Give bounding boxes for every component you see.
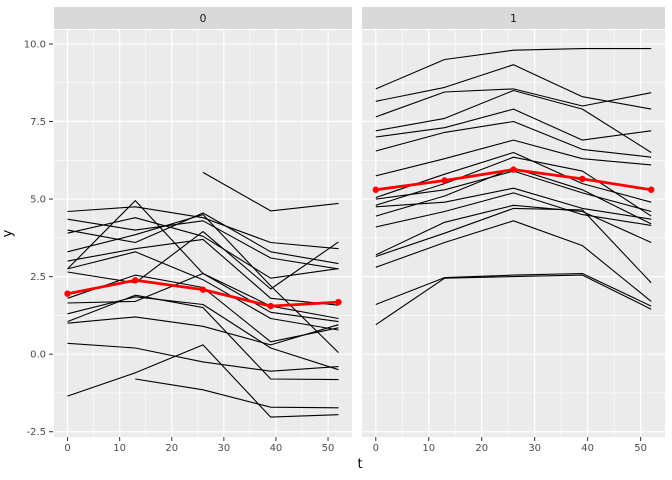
y-tick-label: 7.5 [30, 117, 46, 128]
y-tick-label: 2.5 [30, 272, 46, 283]
trajectory-line [67, 214, 339, 353]
trajectory-line [375, 274, 652, 326]
trajectory-line [67, 238, 339, 306]
facet-strip-0-label: 0 [199, 11, 207, 25]
trajectory-line [67, 342, 339, 372]
y-tick-label: 0.0 [30, 350, 46, 361]
y-tick-label: 5.0 [30, 195, 46, 206]
facet-strip-1: 1 [362, 7, 665, 29]
x-tick-label: 0 [373, 443, 379, 454]
trajectory-line [375, 192, 652, 228]
trajectory-line [375, 272, 652, 307]
x-tick-label: 50 [322, 443, 335, 454]
mean-point [335, 298, 342, 306]
trajectory-line [67, 218, 339, 270]
x-tick-label: 0 [64, 443, 70, 454]
trajectory-line [375, 207, 652, 284]
trajectory-line [375, 204, 652, 256]
y-tick-label: -2.5 [26, 427, 46, 438]
x-tick-label: 40 [270, 443, 283, 454]
trajectory-line [375, 156, 652, 217]
trajectory-line [375, 89, 652, 153]
mean-point [64, 290, 71, 297]
x-tick-label: 50 [634, 443, 647, 454]
x-tick-label: 20 [165, 443, 178, 454]
x-tick-label: 30 [528, 443, 541, 454]
trajectory-line [202, 171, 339, 212]
trajectory-line [67, 231, 339, 290]
panel-background [54, 30, 352, 437]
mean-point [648, 186, 655, 193]
x-tick-label: 10 [422, 443, 435, 454]
x-tick-label: 40 [581, 443, 594, 454]
mean-point [510, 166, 517, 173]
trajectory-line [67, 294, 339, 381]
x-axis-title: t [357, 457, 363, 472]
facet-strip-1-label: 1 [510, 11, 517, 25]
mean-point [132, 277, 139, 284]
mean-point [372, 186, 379, 193]
x-tick-label: 10 [113, 443, 126, 454]
trajectory-line [375, 187, 652, 220]
mean-point [579, 175, 586, 183]
trajectory-line [375, 151, 652, 203]
trajectory-line [375, 220, 652, 302]
x-tick-label: 30 [217, 443, 230, 454]
trajectory-line [67, 206, 339, 250]
x-tick-label: 20 [475, 443, 488, 454]
trajectory-line [67, 344, 339, 418]
facet-strip-0: 0 [54, 7, 352, 29]
panel-background [362, 30, 665, 437]
trajectory-line [67, 212, 339, 265]
trajectory-line [375, 139, 652, 177]
trajectory-line [375, 120, 652, 158]
y-axis-title: y [0, 229, 16, 238]
trajectory-line [375, 48, 652, 90]
trajectory-line [375, 64, 652, 110]
mean-point [199, 286, 207, 293]
trajectory-line [375, 88, 652, 118]
trajectory-line [375, 108, 652, 141]
trajectory-line [135, 378, 339, 409]
facet-panel-0: 0 10 20 30 40 50 [54, 30, 352, 454]
facet-panel-1: 0 10 20 30 40 50 [362, 30, 665, 454]
mean-point [441, 177, 448, 184]
trajectory-line [67, 296, 339, 371]
trajectory-line [67, 251, 339, 331]
y-tick-label: 10.0 [24, 39, 46, 50]
trajectory-line [67, 316, 339, 346]
mean-point [267, 302, 274, 310]
